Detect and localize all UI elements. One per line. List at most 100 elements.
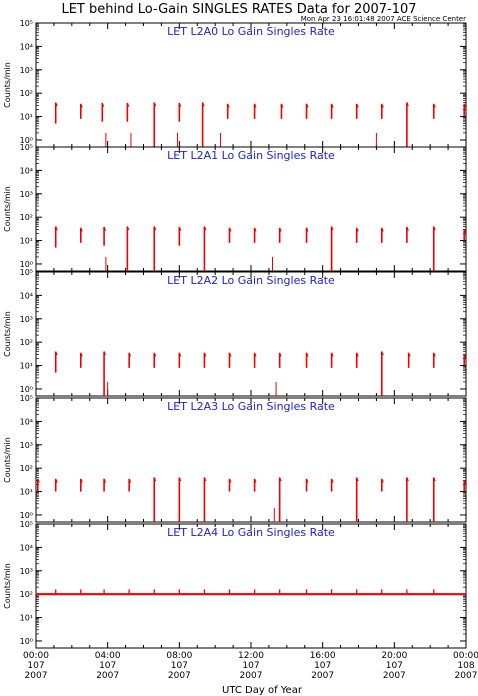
x-tick-doy: 108: [457, 661, 474, 671]
y-tick-label: 10³: [20, 441, 33, 450]
data-burst-cap: [356, 227, 359, 232]
data-burst-cap: [306, 227, 309, 232]
data-burst-cap: [254, 227, 257, 232]
y-tick-label: 10¹: [20, 614, 33, 623]
data-burst-cap: [381, 103, 384, 108]
data-burst-cap: [178, 477, 182, 482]
y-tick-label: 10⁴: [20, 543, 33, 552]
y-tick-label: 10²: [20, 213, 33, 222]
y-axis-label: Counts/min: [3, 311, 12, 357]
data-burst-cap: [55, 351, 58, 356]
y-tick-label: 10⁰: [20, 260, 33, 269]
data-burst-cap: [463, 103, 467, 108]
x-tick-time: 04:00: [95, 651, 121, 661]
y-tick-label: 10⁰: [20, 136, 33, 145]
y-tick-label: 10⁵: [20, 19, 33, 28]
y-tick-label: 10³: [20, 66, 33, 75]
data-burst-cap: [229, 352, 232, 357]
y-tick-label: 10⁰: [20, 385, 33, 394]
y-tick-label: 10⁵: [20, 143, 33, 152]
panel-3: LET L2A3 Lo Gain Singles Rate Counts/min 1…: [3, 394, 467, 523]
y-tick-label: 10⁴: [20, 42, 33, 51]
x-tick-time: 20:00: [381, 651, 407, 661]
panel-frame: [35, 146, 467, 272]
data-burst-cap: [203, 226, 207, 231]
data-burst-cap: [433, 477, 436, 482]
data-burst-cap: [306, 352, 309, 357]
y-tick-label: 10¹: [20, 362, 33, 371]
x-tick-doy: 107: [99, 661, 116, 671]
x-tick-doy: 107: [171, 661, 188, 671]
data-burst-cap: [153, 477, 157, 482]
panel-0: LET L2A0 Lo Gain Singles Rate Counts/min 1…: [3, 19, 467, 148]
panel-frame: [35, 271, 467, 397]
data-burst-cap: [101, 102, 105, 107]
panel-1: LET L2A1 Lo Gain Singles Rate Counts/min 1…: [3, 143, 467, 272]
x-tick-time: 00:00: [453, 651, 478, 661]
x-tick-year: 2007: [240, 671, 263, 681]
panel-title: LET L2A4 Lo Gain Singles Rate: [167, 526, 335, 539]
data-burst-cap: [37, 478, 40, 483]
data-burst-cap: [406, 226, 409, 231]
x-axis-label: UTC Day of Year: [222, 685, 303, 696]
y-tick-label: 10³: [20, 567, 33, 576]
data-burst-cap: [128, 478, 132, 483]
data-burst-cap: [126, 226, 130, 231]
y-tick-label: 10²: [20, 464, 33, 473]
x-tick-doy: 107: [314, 661, 331, 671]
data-burst-cap: [103, 478, 107, 483]
data-burst-cap: [306, 103, 309, 108]
data-burst-cap: [203, 477, 207, 482]
x-tick-doy: 107: [386, 661, 403, 671]
data-burst-cap: [331, 226, 334, 231]
data-burst-cap: [331, 478, 334, 483]
data-burst-cap: [178, 352, 182, 357]
x-tick-doy: 107: [27, 661, 44, 671]
data-burst-cap: [80, 352, 83, 357]
y-tick-label: 10⁵: [20, 268, 33, 277]
data-burst-cap: [406, 102, 409, 107]
data-burst-cap: [254, 352, 257, 357]
data-burst-cap: [408, 352, 411, 357]
x-tick-time: 12:00: [238, 651, 264, 661]
x-tick-year: 2007: [168, 671, 191, 681]
panel-title: LET L2A0 Lo Gain Singles Rate: [167, 25, 335, 38]
y-axis-label: Counts/min: [3, 62, 12, 108]
data-burst-cap: [463, 229, 467, 234]
y-tick-label: 10³: [20, 190, 33, 199]
data-burst-cap: [280, 103, 284, 108]
data-burst-cap: [103, 351, 107, 356]
y-tick-label: 10⁰: [20, 637, 33, 646]
data-burst-cap: [153, 226, 157, 231]
data-burst-cap: [103, 226, 107, 231]
data-burst-cap: [356, 477, 359, 482]
panel-frame: [35, 397, 467, 523]
data-burst-cap: [356, 352, 359, 357]
data-burst-cap: [55, 226, 58, 231]
data-burst-cap: [356, 103, 359, 108]
y-tick-label: 10⁵: [20, 394, 33, 403]
data-burst-cap: [178, 226, 182, 231]
y-tick-label: 10¹: [20, 237, 33, 246]
data-burst-cap: [306, 478, 309, 483]
panel-title: LET L2A2 Lo Gain Singles Rate: [167, 274, 335, 287]
data-burst-cap: [381, 478, 384, 483]
data-burst-cap: [227, 103, 230, 108]
data-burst-cap: [433, 352, 436, 357]
x-tick-year: 2007: [455, 671, 478, 681]
x-tick-year: 2007: [25, 671, 48, 681]
data-burst-cap: [203, 352, 207, 357]
y-tick-label: 10³: [20, 315, 33, 324]
plot-title: LET behind Lo-Gain SINGLES RATES Data fo…: [61, 2, 416, 17]
data-burst-cap: [126, 102, 130, 107]
panel-4: LET L2A4 Lo Gain Singles Rate Counts/min 1…: [3, 520, 467, 649]
panel-frame: [35, 523, 467, 649]
x-tick-time: 08:00: [166, 651, 192, 661]
data-burst-cap: [229, 478, 232, 483]
